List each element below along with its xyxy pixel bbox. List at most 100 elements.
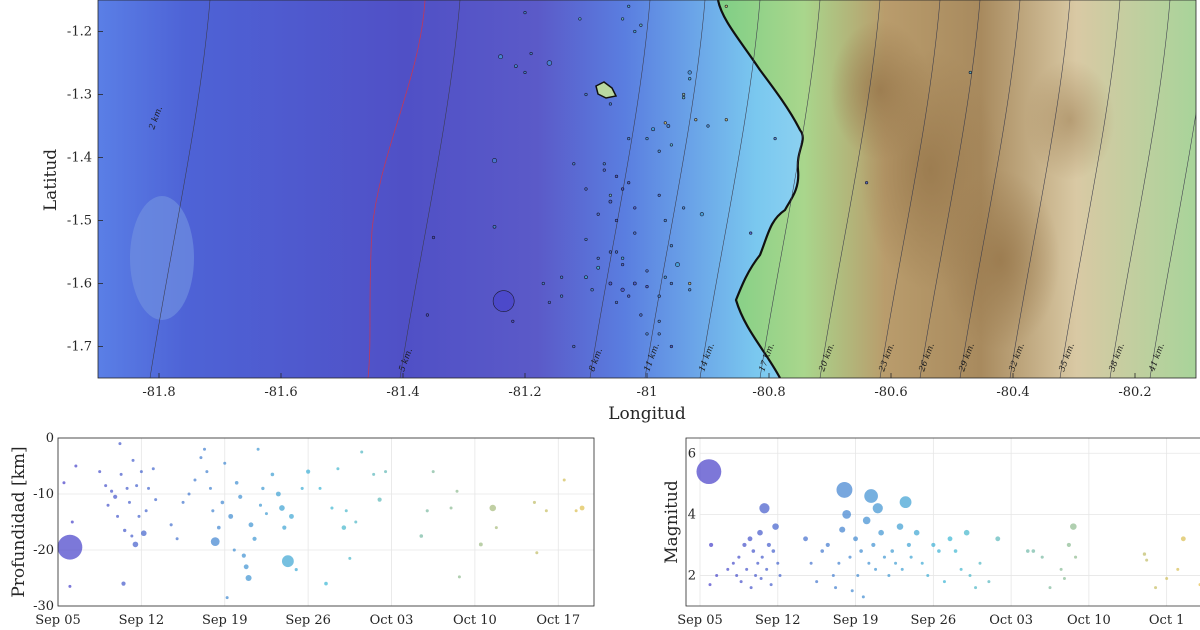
- x-tick-label: Oct 1: [1149, 613, 1185, 628]
- map-event-point: [627, 294, 631, 298]
- map-event-point: [608, 281, 613, 286]
- map-event-point: [688, 281, 692, 286]
- event-point: [913, 529, 920, 536]
- contour-line: [644, 0, 706, 378]
- event-point: [754, 573, 758, 577]
- event-point: [289, 513, 294, 519]
- event-point: [431, 470, 435, 474]
- event-point: [119, 472, 123, 476]
- event-point: [882, 555, 886, 559]
- event-point: [341, 525, 347, 530]
- map-x-tick-label: -81.6: [264, 385, 297, 400]
- event-point: [861, 595, 865, 599]
- event-point: [144, 509, 148, 513]
- x-tick-label: Sep 26: [285, 613, 331, 628]
- event-point: [324, 581, 328, 586]
- map-event-point: [584, 187, 588, 191]
- event-point: [116, 514, 120, 518]
- event-point: [232, 548, 236, 552]
- x-tick-label: Oct 10: [1067, 613, 1111, 628]
- event-point: [57, 534, 83, 560]
- event-point: [1070, 523, 1077, 530]
- map-event-point: [773, 137, 777, 141]
- event-point: [125, 486, 129, 490]
- event-point: [803, 536, 808, 542]
- map-event-point: [675, 262, 680, 267]
- event-point: [776, 561, 780, 565]
- event-point: [757, 529, 763, 536]
- map-y-tick-label: -1.3: [67, 88, 92, 103]
- event-point: [256, 447, 260, 451]
- event-point: [708, 583, 712, 587]
- event-point: [825, 542, 830, 548]
- map-event-point: [511, 319, 515, 323]
- contour-line: [959, 0, 1021, 378]
- event-point: [457, 575, 461, 579]
- y-tick-label: 6: [688, 446, 696, 461]
- depth-points: [57, 442, 585, 600]
- contour-line: [399, 0, 461, 378]
- map-event-point: [633, 206, 637, 210]
- event-point: [261, 486, 265, 491]
- map-event-point: [584, 237, 588, 241]
- map-event-point: [491, 158, 498, 164]
- map-event-point: [514, 64, 518, 68]
- event-point: [494, 526, 498, 530]
- event-point: [419, 534, 424, 538]
- map-event-point: [651, 127, 656, 132]
- event-point: [894, 561, 898, 565]
- event-point: [127, 500, 131, 504]
- event-point: [1031, 549, 1036, 553]
- map-event-point: [529, 51, 533, 56]
- event-point: [836, 481, 853, 498]
- map-event-point: [749, 231, 753, 235]
- event-point: [281, 555, 294, 568]
- event-point: [737, 555, 741, 559]
- event-point: [1074, 555, 1078, 559]
- event-point: [739, 580, 743, 584]
- event-point: [809, 561, 813, 565]
- x-tick-label: Sep 12: [119, 613, 165, 628]
- event-point: [726, 567, 730, 571]
- event-point: [937, 549, 941, 553]
- event-point: [749, 586, 753, 590]
- event-point: [137, 514, 141, 518]
- depth-panel: Sep 05 Sep 12 Sep 19 Sep 26 Oct 03 Oct 10 Oct …: [9, 431, 595, 628]
- map-event-point: [724, 118, 728, 122]
- event-point: [330, 506, 334, 510]
- map-event-point: [627, 4, 631, 8]
- event-point: [130, 534, 134, 538]
- event-point: [864, 489, 878, 503]
- map-event-point: [584, 92, 588, 97]
- event-point: [978, 561, 982, 565]
- map-event-point: [663, 275, 667, 279]
- event-point: [867, 561, 871, 565]
- map-event-point: [688, 288, 692, 292]
- event-point: [1176, 567, 1180, 571]
- mag-axes-bg: [686, 438, 1200, 606]
- event-point: [131, 458, 135, 462]
- event-point: [203, 447, 207, 451]
- y-tick-label: -30: [33, 599, 54, 614]
- event-point: [300, 486, 304, 490]
- map-event-point: [621, 263, 625, 267]
- map-event-point: [560, 275, 564, 279]
- event-point: [995, 536, 1001, 542]
- map-x-tick-label: -81.4: [386, 385, 419, 400]
- map-event-point: [657, 319, 661, 323]
- map-event-point: [614, 218, 619, 223]
- event-point: [455, 489, 459, 493]
- contour-line: [1109, 0, 1171, 378]
- event-point: [771, 549, 776, 553]
- event-point: [1154, 586, 1158, 590]
- map-event-point: [546, 60, 553, 66]
- map-x-tick-label: -80.8: [752, 385, 785, 400]
- map-event-point: [621, 17, 625, 21]
- event-point: [216, 525, 221, 530]
- event-point: [258, 503, 263, 507]
- event-point: [765, 567, 769, 571]
- event-point: [562, 478, 566, 482]
- map-y-ticks: -1.2 -1.3 -1.4 -1.5 -1.6 -1.7: [67, 25, 103, 355]
- map-event-point: [627, 181, 631, 185]
- event-point: [210, 537, 220, 546]
